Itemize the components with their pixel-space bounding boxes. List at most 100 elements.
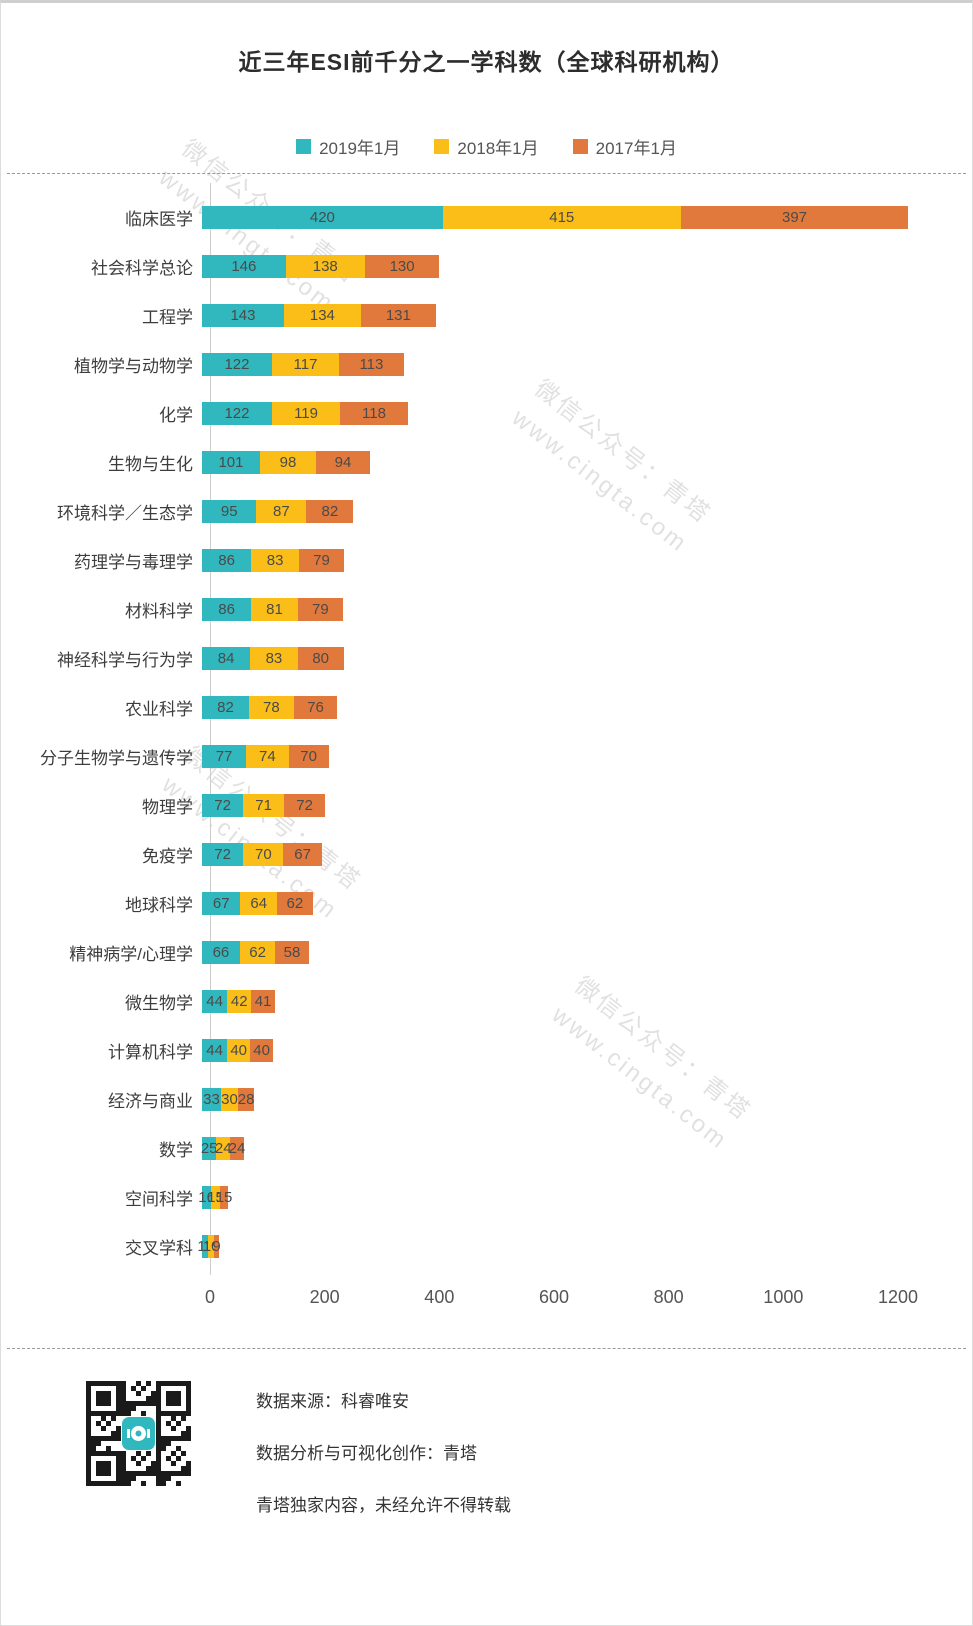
bar-segment: 79 — [298, 549, 345, 572]
bar-segment: 25 — [200, 1137, 218, 1160]
category-label: 地球科学 — [125, 896, 193, 915]
chart-row: 交叉学科 11 10 9 — [1, 1222, 972, 1271]
bar-value-label: 44 — [206, 1042, 223, 1059]
category-label: 化学 — [159, 406, 193, 425]
x-axis-tick: 1200 — [877, 1287, 919, 1307]
chart-row: 计算机科学 44 40 40 — [1, 1026, 972, 1075]
category-label: 微生物学 — [125, 994, 193, 1013]
bar-value-label: 70 — [300, 748, 317, 765]
stacked-bar: 122 117 113 — [202, 353, 404, 376]
bar-value-label: 81 — [266, 601, 283, 618]
bar-segment: 76 — [293, 696, 338, 719]
bar-segment: 420 — [202, 206, 443, 229]
stacked-bar: 84 83 80 — [202, 647, 344, 670]
bar-segment: 98 — [259, 451, 317, 474]
bar-value-label: 95 — [220, 503, 238, 520]
bar-value-label: 146 — [231, 258, 257, 275]
category-label: 物理学 — [142, 798, 193, 817]
bar-segment: 71 — [243, 794, 284, 817]
chart-row: 临床医学 420 415 397 — [1, 193, 972, 242]
bar-value-label: 122 — [224, 405, 250, 422]
stacked-bar: 143 134 131 — [202, 304, 436, 327]
bar-value-label: 28 — [237, 1091, 255, 1108]
chart-title: 近三年ESI前千分之一学科数（全球科研机构） — [238, 49, 735, 75]
bar-value-label: 42 — [230, 993, 248, 1010]
bar-value-label: 83 — [265, 650, 283, 667]
chart-row: 工程学 143 134 131 — [1, 291, 972, 340]
stacked-bar: 72 71 72 — [202, 794, 326, 817]
bar-value-label: 86 — [218, 552, 235, 569]
chart-row: 微生物学 44 42 41 — [1, 977, 972, 1026]
bar-value-label: 79 — [312, 601, 329, 618]
stacked-bar: 146 138 130 — [202, 255, 440, 278]
credit-text: 数据分析与可视化创作：青塔 — [256, 1444, 477, 1463]
legend-item: 2017年1月 — [572, 134, 677, 159]
bar-value-label: 119 — [294, 405, 318, 422]
bar-segment: 9 — [212, 1235, 221, 1258]
bar-value-label: 122 — [224, 356, 250, 373]
chart-row: 材料科学 86 81 79 — [1, 585, 972, 634]
bar-value-label: 15 — [207, 1189, 224, 1206]
bar-value-label: 80 — [312, 650, 329, 667]
bar-value-label: 25 — [200, 1140, 218, 1157]
category-label: 空间科学 — [125, 1190, 193, 1209]
category-label: 免疫学 — [142, 847, 193, 866]
bar-value-label: 82 — [217, 699, 234, 716]
stacked-bar: 11 10 9 — [197, 1235, 221, 1258]
bar-segment: 79 — [297, 598, 344, 621]
x-axis-tick: 1000 — [763, 1287, 804, 1307]
category-label: 经济与商业 — [108, 1092, 193, 1111]
stacked-bar: 33 30 28 — [202, 1088, 254, 1111]
bar-value-label: 134 — [309, 307, 335, 324]
bar-value-label: 70 — [254, 846, 272, 863]
chart-row: 物理学 72 71 72 — [1, 781, 972, 830]
chart-row: 经济与商业 33 30 28 — [1, 1075, 972, 1124]
bar-value-label: 30 — [221, 1091, 238, 1108]
bar-value-label: 62 — [286, 895, 304, 912]
category-label: 工程学 — [142, 308, 193, 327]
bar-value-label: 24 — [214, 1140, 232, 1157]
bar-value-label: 67 — [212, 895, 230, 912]
x-axis-tick: 800 — [653, 1287, 684, 1307]
bar-value-label: 143 — [230, 307, 256, 324]
category-label: 数学 — [159, 1141, 193, 1160]
stacked-bar: 72 70 67 — [202, 843, 322, 866]
bar-segment: 64 — [240, 892, 278, 915]
bar-value-label: 41 — [254, 993, 272, 1010]
chart-row: 空间科学 16 15 15 — [1, 1173, 972, 1222]
bar-segment: 24 — [214, 1137, 232, 1160]
legend-item: 2019年1月 — [296, 134, 400, 159]
qr-code — [86, 1381, 191, 1486]
stacked-bar: 86 81 79 — [202, 598, 344, 621]
divider-top — [7, 173, 966, 174]
chart-row: 数学 25 24 24 — [1, 1124, 972, 1173]
bar-chart: 临床医学 420 415 397 社会科学总论 146 138 130 工程学 143 134 131… — [1, 193, 972, 1271]
bar-segment: 44 — [202, 1039, 228, 1062]
chart-row: 化学 122 119 118 — [1, 389, 972, 438]
chart-row: 神经科学与行为学 84 83 80 — [1, 634, 972, 683]
bar-segment: 130 — [364, 255, 440, 278]
bar-value-label: 397 — [782, 209, 808, 226]
bar-value-label: 66 — [212, 944, 230, 961]
stacked-bar: 420 415 397 — [202, 206, 909, 229]
bar-segment: 134 — [283, 304, 361, 327]
bar-segment: 66 — [202, 941, 240, 964]
bar-value-label: 33 — [203, 1091, 220, 1108]
chart-row: 植物学与动物学 122 117 113 — [1, 340, 972, 389]
bar-value-label: 62 — [249, 944, 266, 961]
bar-value-label: 40 — [230, 1042, 248, 1059]
bar-segment: 143 — [202, 304, 284, 327]
bar-segment: 15 — [207, 1186, 224, 1209]
bar-segment: 94 — [316, 451, 370, 474]
category-label: 神经科学与行为学 — [57, 651, 193, 670]
bar-value-label: 16 — [198, 1189, 215, 1206]
bar-segment: 30 — [220, 1088, 239, 1111]
bar-segment: 101 — [202, 451, 260, 474]
bar-segment: 42 — [227, 990, 252, 1013]
category-label: 计算机科学 — [108, 1043, 193, 1062]
stacked-bar: 66 62 58 — [202, 941, 309, 964]
bar-segment: 40 — [250, 1039, 274, 1062]
stacked-bar: 95 87 82 — [202, 500, 354, 523]
bar-value-label: 98 — [279, 454, 297, 471]
bar-segment: 33 — [202, 1088, 221, 1111]
